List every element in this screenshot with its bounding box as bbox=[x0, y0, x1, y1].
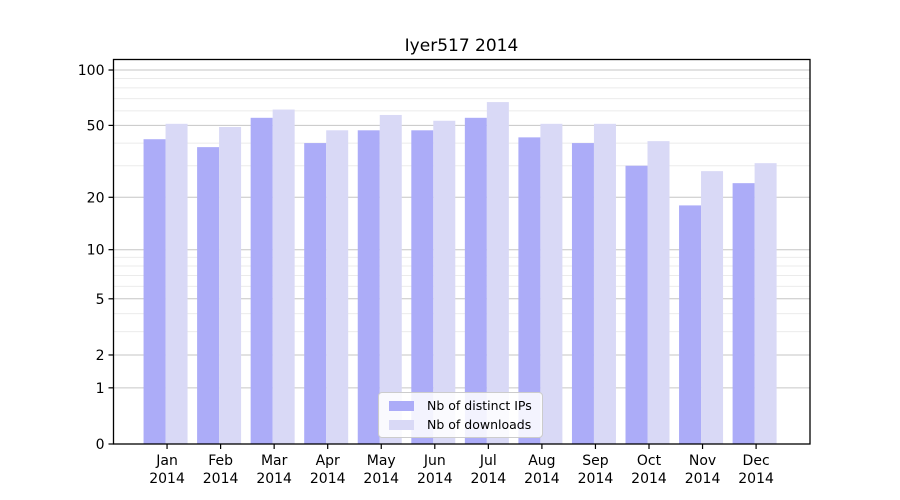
bar-mar-distinct-ips bbox=[250, 117, 273, 444]
bar-may-downloads bbox=[379, 114, 402, 445]
legend-swatch-downloads bbox=[389, 419, 414, 430]
bar-nov-distinct-ips bbox=[679, 205, 702, 444]
legend: Nb of distinct IPs Nb of downloads bbox=[378, 392, 543, 438]
bar-may-distinct-ips bbox=[357, 130, 380, 445]
y-tick-label: 100 bbox=[78, 63, 105, 79]
x-tick-year-label: 2014 bbox=[363, 471, 399, 487]
x-tick-year-label: 2014 bbox=[578, 471, 614, 487]
bar-apr-distinct-ips bbox=[304, 143, 327, 444]
bar-jul-downloads bbox=[486, 102, 509, 444]
y-tick-label: 2 bbox=[96, 348, 105, 364]
x-tick-year-label: 2014 bbox=[203, 471, 239, 487]
bar-oct-downloads bbox=[647, 141, 670, 445]
x-tick-year-label: 2014 bbox=[471, 471, 507, 487]
x-tick-year-label: 2014 bbox=[149, 471, 185, 487]
y-tick-label: 5 bbox=[96, 292, 105, 308]
x-tick-year-label: 2014 bbox=[738, 471, 774, 487]
x-tick-month-label: Jun bbox=[423, 453, 446, 469]
x-tick-year-label: 2014 bbox=[417, 471, 453, 487]
bar-feb-distinct-ips bbox=[197, 147, 220, 444]
chart-title: Iyer517 2014 bbox=[404, 36, 519, 56]
bar-jun-downloads bbox=[433, 120, 456, 445]
bar-nov-downloads bbox=[701, 171, 724, 444]
legend-label-downloads: Nb of downloads bbox=[427, 417, 532, 432]
x-tick-year-label: 2014 bbox=[256, 471, 292, 487]
x-tick-month-label: Oct bbox=[637, 453, 662, 469]
y-tick-label: 50 bbox=[87, 118, 105, 134]
x-tick-year-label: 2014 bbox=[524, 471, 560, 487]
legend-item-downloads: Nb of downloads bbox=[389, 417, 532, 432]
bar-feb-downloads bbox=[219, 126, 242, 445]
legend-item-distinct-ips: Nb of distinct IPs bbox=[389, 398, 532, 413]
bar-apr-downloads bbox=[326, 130, 349, 445]
bar-sep-downloads bbox=[593, 123, 616, 444]
x-tick-month-label: Jan bbox=[155, 453, 178, 469]
x-tick-month-label: Nov bbox=[689, 453, 716, 469]
bar-dec-downloads bbox=[754, 163, 777, 445]
y-tick-label: 20 bbox=[87, 190, 105, 206]
bar-sep-distinct-ips bbox=[571, 143, 594, 444]
bar-jan-downloads bbox=[165, 123, 188, 444]
x-tick-year-label: 2014 bbox=[685, 471, 721, 487]
x-tick-year-label: 2014 bbox=[310, 471, 346, 487]
bar-jan-distinct-ips bbox=[143, 139, 166, 444]
x-tick-month-label: Feb bbox=[208, 453, 233, 469]
x-tick-month-label: Apr bbox=[316, 453, 340, 469]
y-tick-label: 1 bbox=[96, 381, 105, 397]
x-tick-month-label: Jul bbox=[479, 453, 497, 469]
bar-oct-distinct-ips bbox=[625, 165, 648, 444]
legend-swatch-distinct-ips bbox=[389, 400, 414, 411]
y-tick-label: 0 bbox=[96, 437, 105, 453]
legend-label-distinct-ips: Nb of distinct IPs bbox=[427, 398, 532, 413]
y-tick-label: 10 bbox=[87, 243, 105, 259]
x-tick-month-label: Aug bbox=[528, 453, 555, 469]
bar-jul-distinct-ips bbox=[464, 117, 487, 444]
bar-jun-distinct-ips bbox=[411, 130, 434, 445]
x-tick-month-label: May bbox=[367, 453, 396, 469]
x-tick-month-label: Mar bbox=[261, 453, 288, 469]
bar-dec-distinct-ips bbox=[732, 183, 755, 445]
plot-border bbox=[112, 58, 811, 445]
x-tick-month-label: Dec bbox=[743, 453, 770, 469]
bar-aug-downloads bbox=[540, 123, 563, 444]
x-tick-month-label: Sep bbox=[582, 453, 609, 469]
x-tick-year-label: 2014 bbox=[631, 471, 667, 487]
bar-aug-distinct-ips bbox=[518, 137, 541, 444]
bar-mar-downloads bbox=[272, 109, 295, 445]
